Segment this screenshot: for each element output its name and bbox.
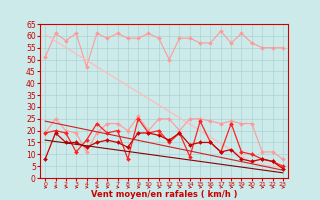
X-axis label: Vent moyen/en rafales ( km/h ): Vent moyen/en rafales ( km/h ): [91, 190, 237, 199]
